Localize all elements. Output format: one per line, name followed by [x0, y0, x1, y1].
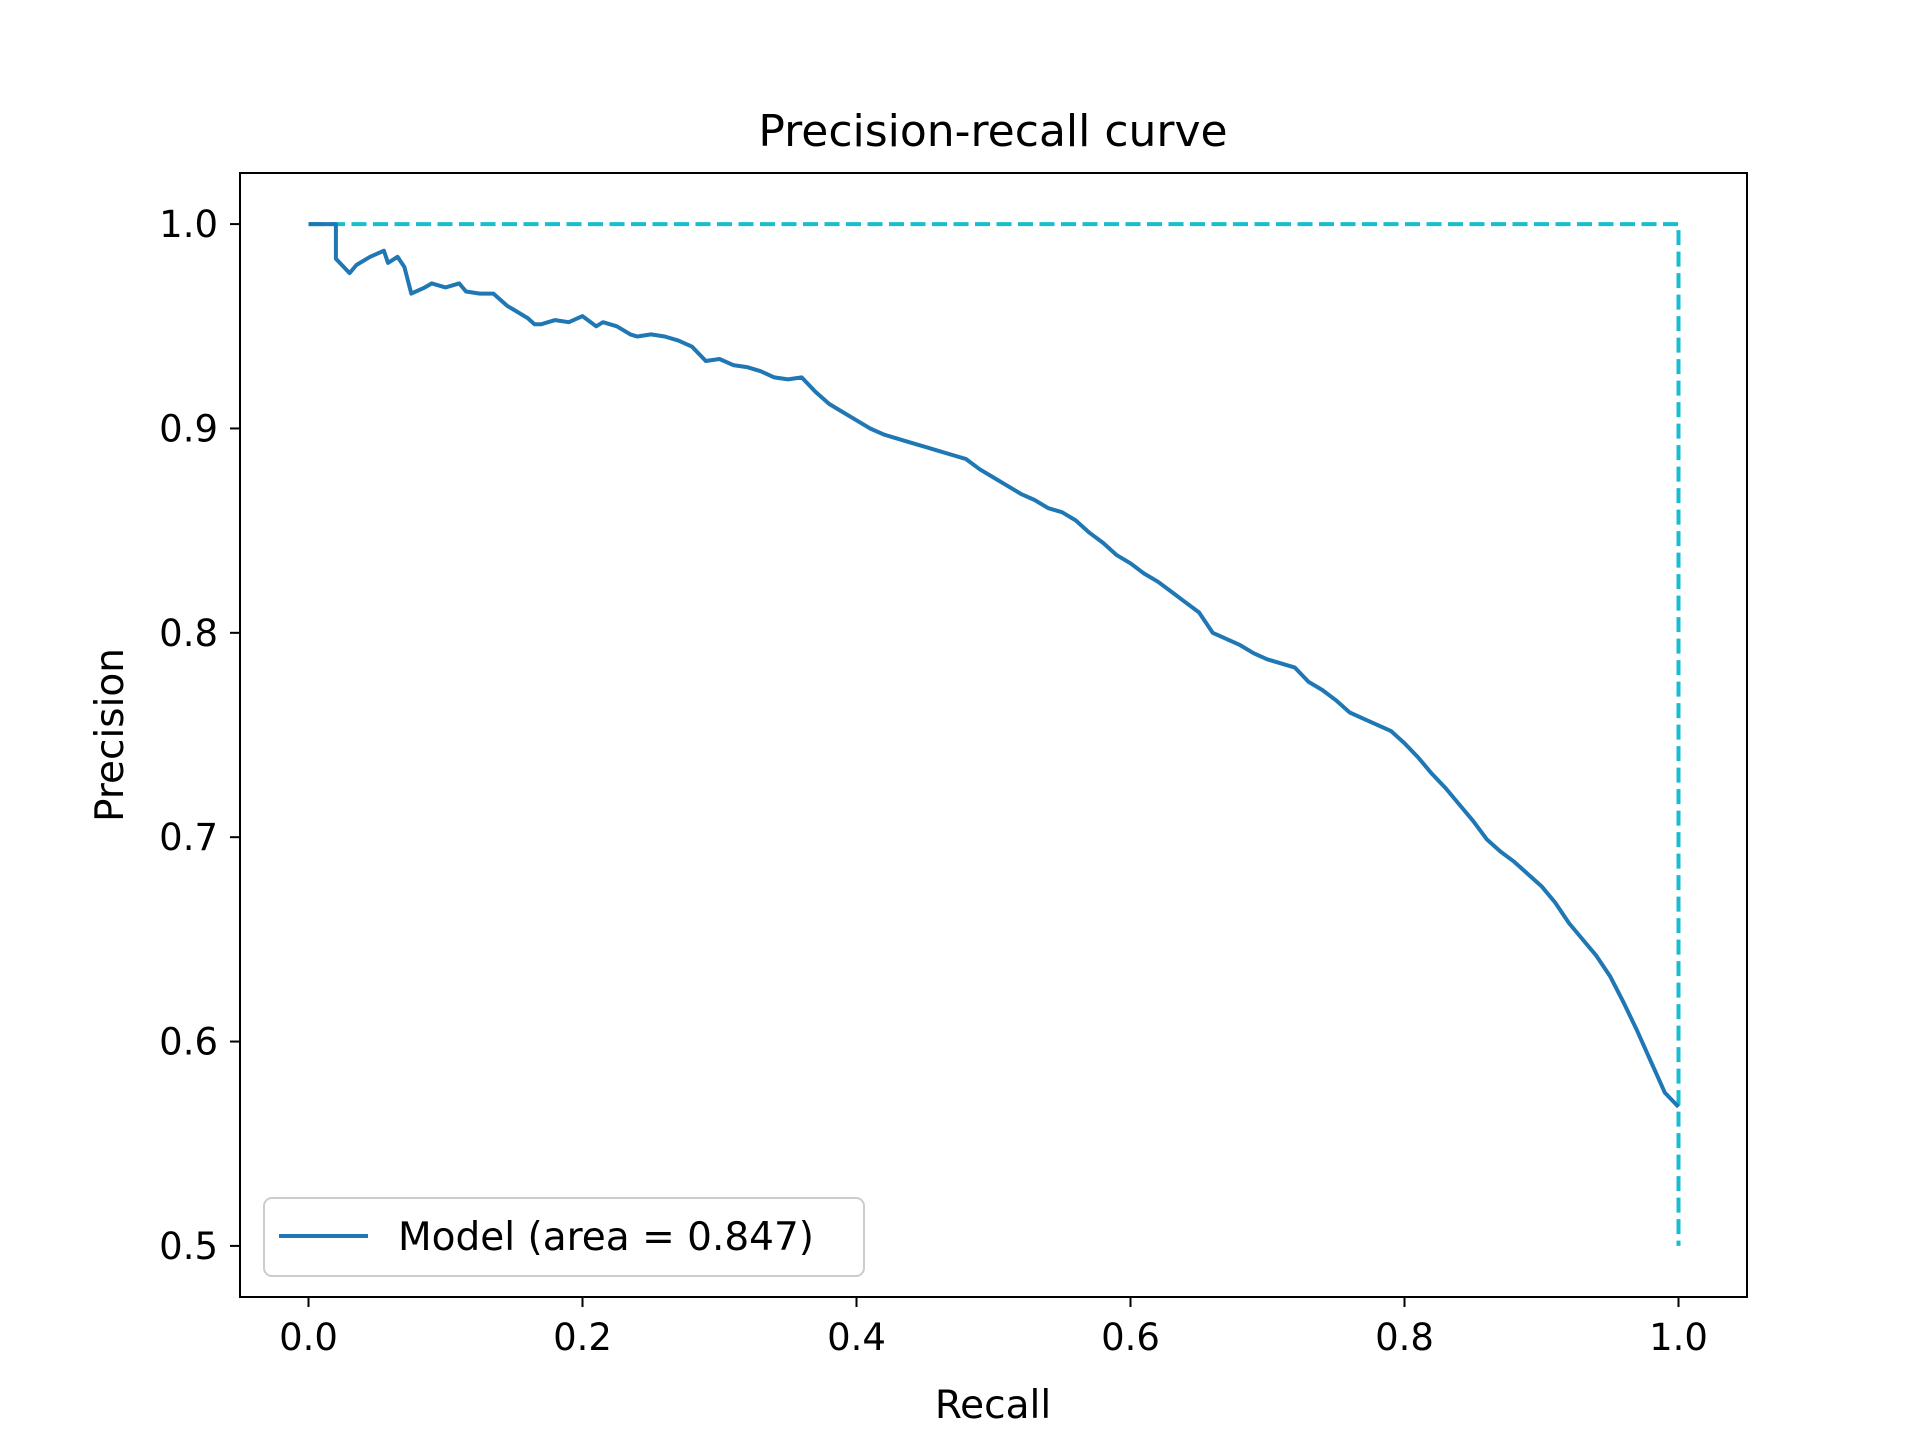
- x-tick-label: 0.0: [279, 1316, 338, 1359]
- y-axis-label: Precision: [88, 648, 133, 822]
- chart-title: Precision-recall curve: [758, 106, 1227, 157]
- legend: Model (area = 0.847): [263, 1197, 865, 1277]
- axes-frame: [239, 172, 1748, 1298]
- y-tick-label: 0.6: [159, 1021, 218, 1064]
- x-axis-ticks: 0.0 0.2 0.4 0.6 0.8 1.0: [279, 1297, 1708, 1359]
- y-tick-label: 0.5: [159, 1225, 218, 1268]
- y-axis-ticks: 0.5 0.6 0.7 0.8 0.9 1.0: [159, 203, 240, 1268]
- legend-label-model: Model (area = 0.847): [398, 1215, 814, 1260]
- x-tick-label: 0.4: [827, 1316, 886, 1359]
- model-pr-curve: [308, 222, 1680, 1109]
- x-axis-label: Recall: [935, 1383, 1051, 1428]
- y-tick-label: 0.8: [159, 612, 218, 655]
- legend-box: [263, 1197, 865, 1277]
- x-tick-label: 0.2: [553, 1316, 612, 1359]
- y-tick-label: 0.7: [159, 816, 218, 859]
- x-tick-label: 0.6: [1101, 1316, 1160, 1359]
- perfect-classifier-line: [308, 222, 1681, 1246]
- plot-area: [240, 173, 1747, 1297]
- x-tick-label: 0.8: [1375, 1316, 1434, 1359]
- y-tick-label: 1.0: [159, 203, 218, 246]
- x-tick-label: 1.0: [1649, 1316, 1708, 1359]
- series-layer: [308, 222, 1681, 1246]
- y-tick-label: 0.9: [159, 407, 218, 450]
